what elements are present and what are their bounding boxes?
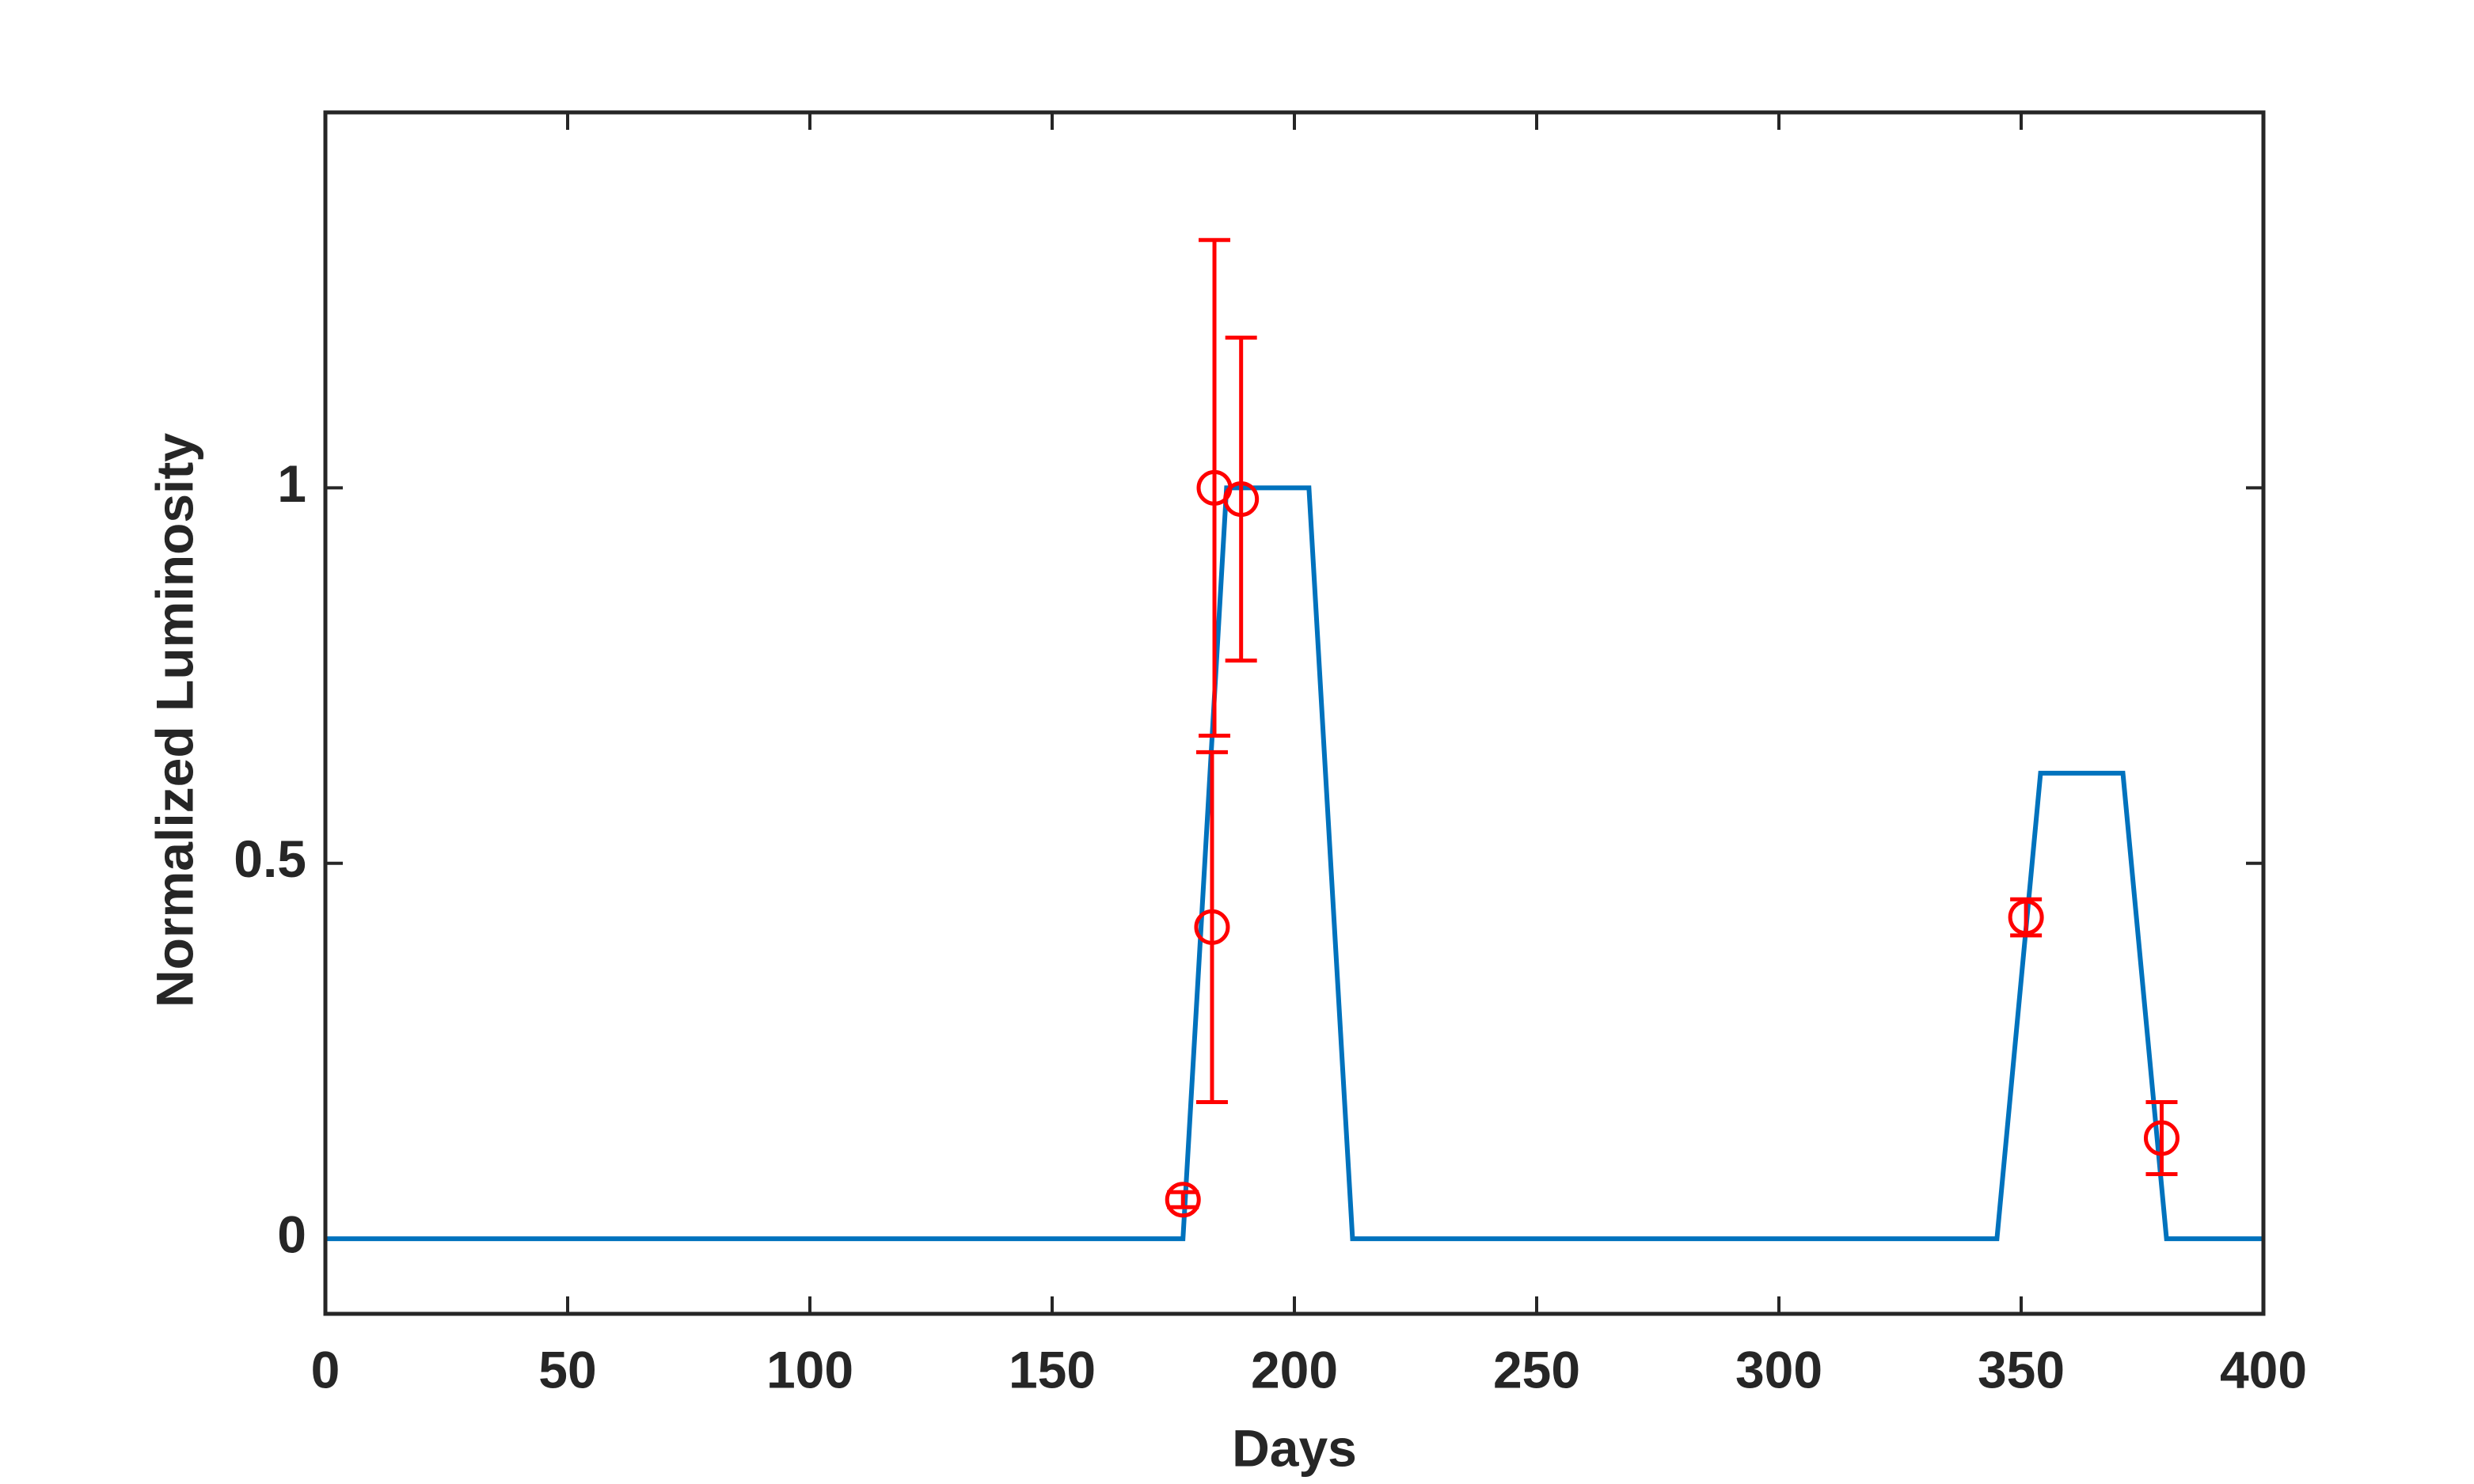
data-line (325, 485, 2263, 1242)
x-tick-label: 100 (766, 1340, 853, 1399)
x-tick-label: 400 (2220, 1340, 2307, 1399)
x-tick-label: 0 (311, 1340, 340, 1399)
x-tick-label: 150 (1009, 1340, 1096, 1399)
data-point (1194, 909, 1230, 945)
error-bar (1167, 1190, 1199, 1209)
x-axis-label: Days (1232, 1418, 1357, 1477)
y-tick-label: 0 (277, 1205, 306, 1264)
x-tick-label: 350 (1978, 1340, 2065, 1399)
plot-frame (323, 110, 2266, 1316)
y-tick-label: 1 (277, 454, 306, 513)
y-tick-label: 0.5 (234, 829, 306, 888)
x-tick-label: 200 (1251, 1340, 1338, 1399)
error-bar (2010, 897, 2043, 938)
error-bar (1199, 237, 1231, 738)
data-point (2143, 1120, 2179, 1156)
error-bar (2145, 1099, 2178, 1177)
y-axis-label: Normalized Luminosity (145, 433, 203, 1008)
x-tick-label: 50 (538, 1340, 596, 1399)
x-tick-label: 300 (1735, 1340, 1822, 1399)
error-bar (1195, 750, 1228, 1104)
data-point (1165, 1182, 1201, 1218)
error-bar (1225, 336, 1257, 663)
data-point (2008, 899, 2044, 936)
data-point (1223, 481, 1260, 518)
x-tick-label: 250 (1493, 1340, 1580, 1399)
